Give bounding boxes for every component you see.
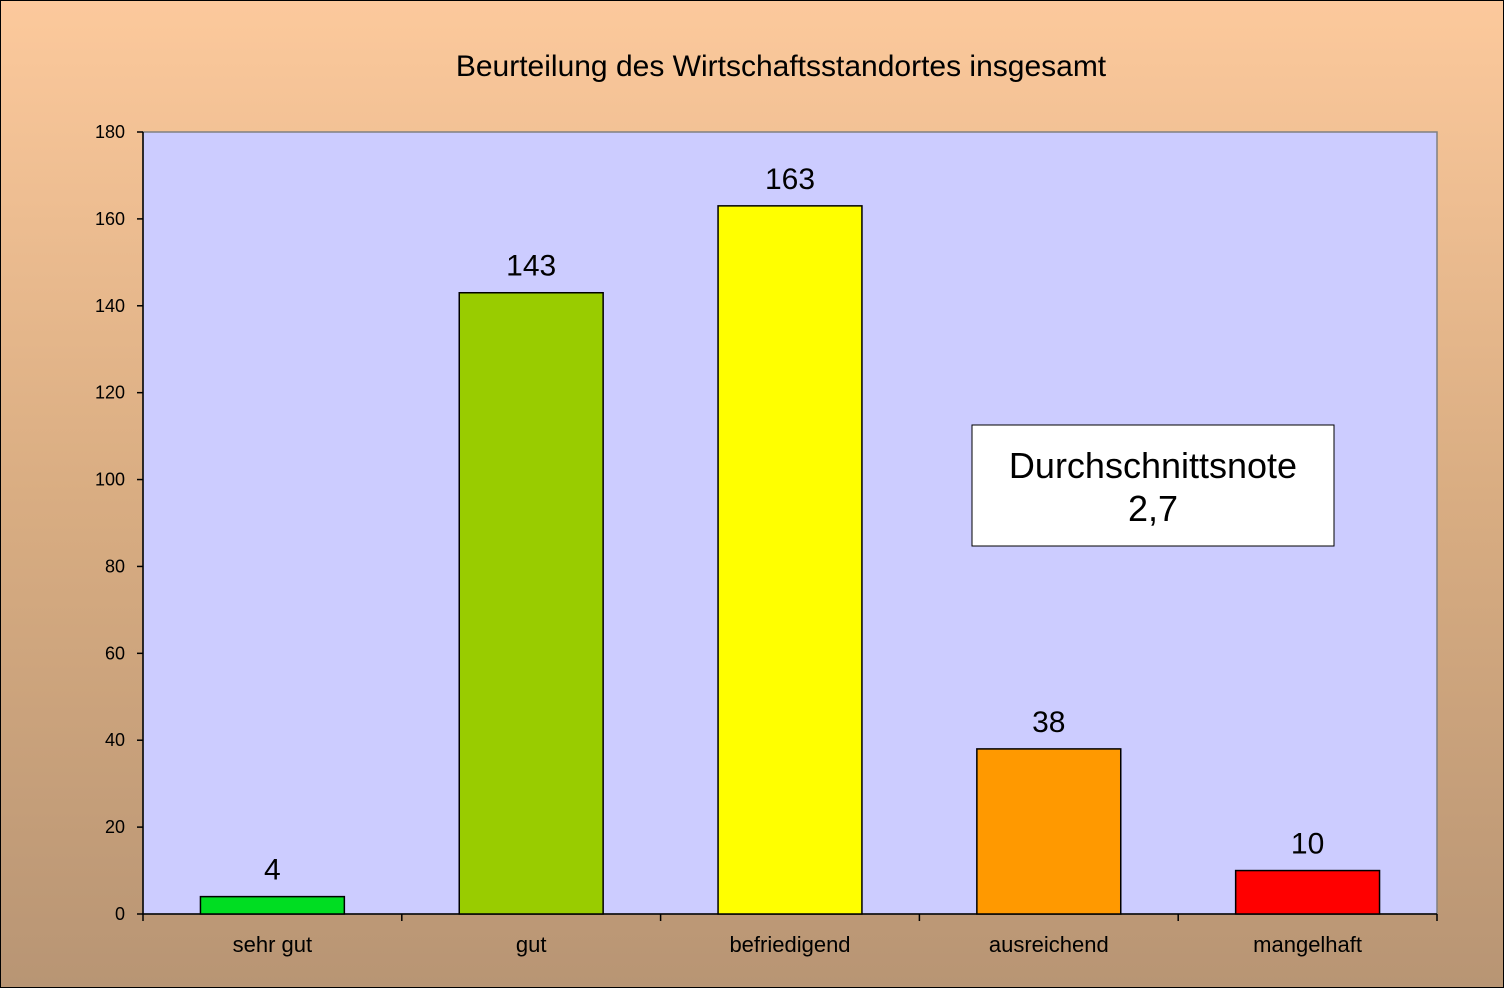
y-tick-label: 100 (95, 470, 125, 490)
x-axis: sehr gut gut befriedigend ausreichend mangel… (142, 913, 1438, 957)
y-axis: 0 20 40 60 80 100 120 140 160 180 (95, 122, 144, 924)
data-label: 10 (1291, 828, 1324, 861)
average-note-value: 2,7 (1128, 488, 1178, 529)
y-tick-label: 60 (105, 643, 125, 663)
average-note-box: Durchschnittsnote 2,7 (971, 424, 1335, 547)
data-label: 143 (506, 250, 556, 283)
average-note-frame (971, 424, 1335, 547)
y-tick-label: 80 (105, 556, 125, 576)
chart-title: Beurteilung des Wirtschaftsstandortes in… (456, 50, 1107, 83)
bar (458, 291, 604, 915)
bar (717, 205, 863, 915)
y-tick-label: 160 (95, 209, 125, 229)
y-tick-label: 120 (95, 383, 125, 403)
data-label: 163 (765, 163, 815, 196)
x-tick-label: sehr gut (233, 932, 313, 957)
bar (1234, 869, 1381, 915)
y-tick-label: 140 (95, 296, 125, 316)
bar (976, 748, 1122, 915)
x-tick-label: befriedigend (729, 932, 850, 957)
y-tick-label: 0 (115, 904, 125, 924)
x-tick-label: ausreichend (989, 932, 1109, 957)
data-label: 4 (264, 854, 281, 887)
data-label: 38 (1032, 706, 1065, 739)
bars (199, 205, 1381, 915)
average-note-label: Durchschnittsnote (1009, 445, 1297, 486)
bar (199, 895, 346, 915)
y-tick-label: 180 (95, 122, 125, 142)
x-tick-label: gut (516, 932, 547, 957)
y-tick-label: 40 (105, 730, 125, 750)
data-labels: 4 143 163 38 10 (264, 163, 1324, 887)
x-tick-label: mangelhaft (1253, 932, 1362, 957)
y-tick-label: 20 (105, 817, 125, 837)
